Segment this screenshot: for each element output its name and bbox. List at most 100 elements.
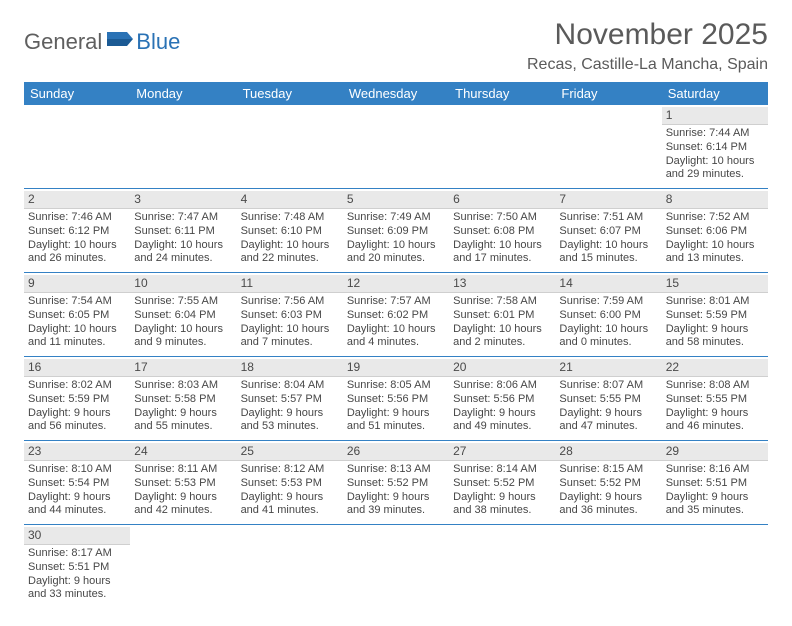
day-number: 11 bbox=[237, 275, 343, 293]
daylight-line: Daylight: 10 hours and 2 minutes. bbox=[453, 323, 551, 351]
day-info: Sunrise: 7:59 AMSunset: 6:00 PMDaylight:… bbox=[559, 295, 657, 350]
day-info: Sunrise: 8:07 AMSunset: 5:55 PMDaylight:… bbox=[559, 379, 657, 434]
day-number: 14 bbox=[555, 275, 661, 293]
day-number: 23 bbox=[24, 443, 130, 461]
day-info: Sunrise: 8:15 AMSunset: 5:52 PMDaylight:… bbox=[559, 463, 657, 518]
day-cell: 7 Sunrise: 7:51 AMSunset: 6:07 PMDaylight… bbox=[555, 189, 661, 273]
week-row: 16Sunrise: 8:02 AMSunset: 5:59 PMDayligh… bbox=[24, 357, 768, 441]
sunrise-line: Sunrise: 8:02 AM bbox=[28, 379, 126, 393]
logo-text-gray: General bbox=[24, 29, 102, 55]
empty-cell bbox=[237, 525, 343, 609]
sunset-line: Sunset: 5:55 PM bbox=[559, 393, 657, 407]
sunset-line: Sunset: 6:07 PM bbox=[559, 225, 657, 239]
day-number: 13 bbox=[449, 275, 555, 293]
sunrise-line: Sunrise: 7:47 AM bbox=[134, 211, 232, 225]
sunset-line: Sunset: 5:52 PM bbox=[453, 477, 551, 491]
day-header: Wednesday bbox=[343, 82, 449, 105]
day-cell: 18Sunrise: 8:04 AMSunset: 5:57 PMDayligh… bbox=[237, 357, 343, 441]
sunrise-line: Sunrise: 8:14 AM bbox=[453, 463, 551, 477]
sunset-line: Sunset: 6:14 PM bbox=[666, 141, 764, 155]
day-info: Sunrise: 8:12 AMSunset: 5:53 PMDaylight:… bbox=[241, 463, 339, 518]
day-info: Sunrise: 8:10 AMSunset: 5:54 PMDaylight:… bbox=[28, 463, 126, 518]
daylight-line: Daylight: 9 hours and 49 minutes. bbox=[453, 407, 551, 435]
daylight-line: Daylight: 10 hours and 20 minutes. bbox=[347, 239, 445, 267]
day-info: Sunrise: 8:08 AMSunset: 5:55 PMDaylight:… bbox=[666, 379, 764, 434]
week-row: 2Sunrise: 7:46 AMSunset: 6:12 PMDaylight… bbox=[24, 189, 768, 273]
logo: General Blue bbox=[24, 28, 180, 56]
daylight-line: Daylight: 9 hours and 33 minutes. bbox=[28, 575, 126, 603]
day-number: 9 bbox=[24, 275, 130, 293]
empty-cell bbox=[130, 525, 236, 609]
page-title: November 2025 bbox=[527, 18, 768, 52]
empty-cell bbox=[343, 105, 449, 189]
day-header: Monday bbox=[130, 82, 236, 105]
empty-cell bbox=[130, 105, 236, 189]
sunset-line: Sunset: 6:05 PM bbox=[28, 309, 126, 323]
day-cell: 10Sunrise: 7:55 AMSunset: 6:04 PMDayligh… bbox=[130, 273, 236, 357]
daylight-line: Daylight: 10 hours and 4 minutes. bbox=[347, 323, 445, 351]
title-block: November 2025 Recas, Castille-La Mancha,… bbox=[527, 18, 768, 74]
sunrise-line: Sunrise: 7:51 AM bbox=[559, 211, 657, 225]
empty-cell bbox=[449, 105, 555, 189]
sunrise-line: Sunrise: 7:48 AM bbox=[241, 211, 339, 225]
day-number: 22 bbox=[662, 359, 768, 377]
day-number: 15 bbox=[662, 275, 768, 293]
daylight-line: Daylight: 9 hours and 38 minutes. bbox=[453, 491, 551, 519]
day-number: 28 bbox=[555, 443, 661, 461]
sunset-line: Sunset: 6:04 PM bbox=[134, 309, 232, 323]
sunset-line: Sunset: 5:56 PM bbox=[453, 393, 551, 407]
daylight-line: Daylight: 9 hours and 46 minutes. bbox=[666, 407, 764, 435]
day-cell: 16Sunrise: 8:02 AMSunset: 5:59 PMDayligh… bbox=[24, 357, 130, 441]
day-cell: 23 Sunrise: 8:10 AMSunset: 5:54 PMDayligh… bbox=[24, 441, 130, 525]
daylight-line: Daylight: 10 hours and 7 minutes. bbox=[241, 323, 339, 351]
daylight-line: Daylight: 10 hours and 13 minutes. bbox=[666, 239, 764, 267]
day-cell: 9Sunrise: 7:54 AMSunset: 6:05 PMDaylight… bbox=[24, 273, 130, 357]
day-header-row: SundayMondayTuesdayWednesdayThursdayFrid… bbox=[24, 82, 768, 105]
empty-cell bbox=[662, 525, 768, 609]
daylight-line: Daylight: 10 hours and 29 minutes. bbox=[666, 155, 764, 183]
day-number: 25 bbox=[237, 443, 343, 461]
calendar-page: General Blue November 2025 Recas, Castil… bbox=[0, 0, 792, 626]
day-cell: 8Sunrise: 7:52 AMSunset: 6:06 PMDaylight… bbox=[662, 189, 768, 273]
sunset-line: Sunset: 5:53 PM bbox=[241, 477, 339, 491]
day-info: Sunrise: 8:03 AMSunset: 5:58 PMDaylight:… bbox=[134, 379, 232, 434]
day-number: 5 bbox=[343, 191, 449, 209]
calendar-body: 1Sunrise: 7:44 AMSunset: 6:14 PMDaylight… bbox=[24, 105, 768, 608]
day-cell: 22 Sunrise: 8:08 AMSunset: 5:55 PMDayligh… bbox=[662, 357, 768, 441]
sunrise-line: Sunrise: 7:55 AM bbox=[134, 295, 232, 309]
sunrise-line: Sunrise: 7:49 AM bbox=[347, 211, 445, 225]
day-number: 27 bbox=[449, 443, 555, 461]
daylight-line: Daylight: 10 hours and 15 minutes. bbox=[559, 239, 657, 267]
day-cell: 29Sunrise: 8:16 AMSunset: 5:51 PMDayligh… bbox=[662, 441, 768, 525]
day-cell: 2Sunrise: 7:46 AMSunset: 6:12 PMDaylight… bbox=[24, 189, 130, 273]
sunset-line: Sunset: 5:56 PM bbox=[347, 393, 445, 407]
daylight-line: Daylight: 10 hours and 26 minutes. bbox=[28, 239, 126, 267]
sunset-line: Sunset: 6:08 PM bbox=[453, 225, 551, 239]
sunrise-line: Sunrise: 8:10 AM bbox=[28, 463, 126, 477]
sunrise-line: Sunrise: 7:57 AM bbox=[347, 295, 445, 309]
sunrise-line: Sunrise: 8:12 AM bbox=[241, 463, 339, 477]
day-cell: 19Sunrise: 8:05 AMSunset: 5:56 PMDayligh… bbox=[343, 357, 449, 441]
sunset-line: Sunset: 6:02 PM bbox=[347, 309, 445, 323]
daylight-line: Daylight: 9 hours and 39 minutes. bbox=[347, 491, 445, 519]
empty-cell bbox=[237, 105, 343, 189]
daylight-line: Daylight: 9 hours and 56 minutes. bbox=[28, 407, 126, 435]
day-info: Sunrise: 8:17 AMSunset: 5:51 PMDaylight:… bbox=[28, 547, 126, 602]
day-info: Sunrise: 8:02 AMSunset: 5:59 PMDaylight:… bbox=[28, 379, 126, 434]
day-number: 30 bbox=[24, 527, 130, 545]
sunset-line: Sunset: 5:58 PM bbox=[134, 393, 232, 407]
daylight-line: Daylight: 10 hours and 22 minutes. bbox=[241, 239, 339, 267]
calendar-table: SundayMondayTuesdayWednesdayThursdayFrid… bbox=[24, 82, 768, 608]
sunset-line: Sunset: 6:00 PM bbox=[559, 309, 657, 323]
sunrise-line: Sunrise: 8:04 AM bbox=[241, 379, 339, 393]
day-info: Sunrise: 7:57 AMSunset: 6:02 PMDaylight:… bbox=[347, 295, 445, 350]
daylight-line: Daylight: 10 hours and 0 minutes. bbox=[559, 323, 657, 351]
daylight-line: Daylight: 10 hours and 17 minutes. bbox=[453, 239, 551, 267]
day-info: Sunrise: 7:58 AMSunset: 6:01 PMDaylight:… bbox=[453, 295, 551, 350]
day-number: 7 bbox=[555, 191, 661, 209]
day-info: Sunrise: 7:47 AMSunset: 6:11 PMDaylight:… bbox=[134, 211, 232, 266]
day-header: Friday bbox=[555, 82, 661, 105]
day-cell: 3Sunrise: 7:47 AMSunset: 6:11 PMDaylight… bbox=[130, 189, 236, 273]
sunrise-line: Sunrise: 8:01 AM bbox=[666, 295, 764, 309]
day-number: 2 bbox=[24, 191, 130, 209]
